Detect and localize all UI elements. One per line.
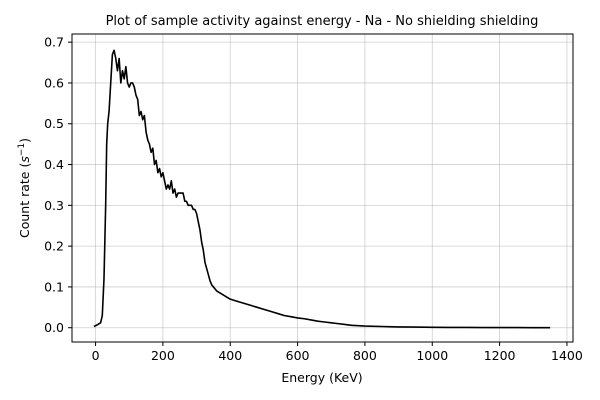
x-tick-label: 1000 bbox=[416, 348, 448, 363]
y-tick-label: 0.0 bbox=[44, 320, 64, 335]
y-tick-label: 0.7 bbox=[44, 35, 64, 50]
series-line-count-rate bbox=[93, 49, 551, 329]
y-tick-label: 0.3 bbox=[44, 198, 64, 213]
axis-ticks: 0 200 400 600 800 1000 1200 1400 0.0 0.1 0.2 0.3 0.4… bbox=[44, 35, 583, 363]
grid-lines bbox=[72, 34, 573, 342]
y-axis-label: Count rate (s−1) bbox=[17, 138, 32, 238]
y-tick-label: 0.6 bbox=[44, 75, 64, 90]
x-tick-label: 400 bbox=[218, 348, 242, 363]
x-tick-label: 1200 bbox=[484, 348, 516, 363]
x-tick-label: 200 bbox=[151, 348, 175, 363]
y-tick-label: 0.1 bbox=[44, 279, 64, 294]
x-tick-label: 600 bbox=[286, 348, 310, 363]
x-tick-label: 1400 bbox=[551, 348, 583, 363]
y-tick-label: 0.5 bbox=[44, 116, 64, 131]
y-axis-label-unit: s bbox=[17, 156, 32, 163]
x-axis-label: Energy (KeV) bbox=[281, 370, 362, 385]
y-tick-label: 0.2 bbox=[44, 239, 64, 254]
x-tick-label: 800 bbox=[353, 348, 377, 363]
y-tick-label: 0.4 bbox=[44, 157, 64, 172]
y-axis-label-close: ) bbox=[17, 138, 32, 143]
plot-frame bbox=[71, 33, 574, 343]
y-axis-label-exponent: −1 bbox=[17, 143, 27, 156]
chart-title: Plot of sample activity against energy -… bbox=[106, 14, 539, 29]
y-axis-label-main: Count rate ( bbox=[17, 163, 32, 238]
x-tick-label: 0 bbox=[92, 348, 100, 363]
